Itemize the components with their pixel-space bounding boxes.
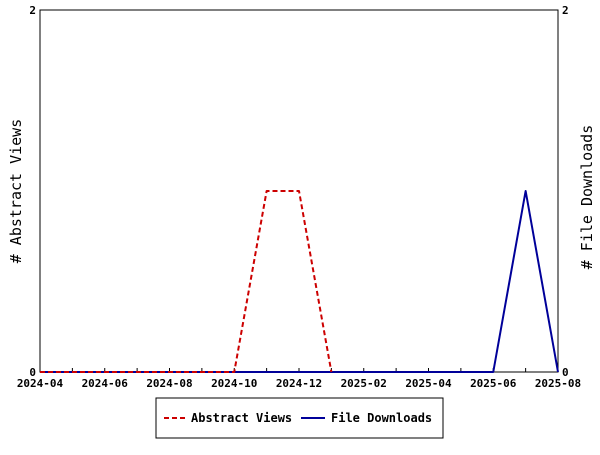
y-right-tick-label: 2 — [562, 4, 569, 17]
y-axis-left-title: # Abstract Views — [7, 119, 25, 264]
x-axis-ticks: 2024-04 2024-06 2024-08 2024-10 2024-12 2025-… — [17, 368, 581, 390]
legend-box — [155, 397, 444, 439]
y-left-tick-label: 2 — [29, 4, 36, 17]
x-tick-label: 2025-04 — [405, 377, 452, 390]
x-tick-label: 2025-06 — [470, 377, 517, 390]
x-tick-label: 2025-08 — [535, 377, 581, 390]
legend-label-file-downloads: File Downloads — [331, 411, 432, 425]
x-tick-label: 2024-10 — [211, 377, 257, 390]
x-tick-label: 2024-08 — [146, 377, 192, 390]
x-tick-label: 2024-12 — [276, 377, 322, 390]
y-left-tick-label: 0 — [29, 366, 36, 379]
y-axis-right-title: # File Downloads — [578, 125, 596, 270]
series-line-file-downloads — [40, 190, 559, 373]
x-tick-label: 2024-06 — [82, 377, 129, 390]
x-tick-label: 2024-04 — [17, 377, 64, 390]
legend: Abstract Views File Downloads — [155, 397, 444, 439]
series-layer — [40, 190, 559, 373]
legend-label-abstract-views: Abstract Views — [191, 411, 292, 425]
x-tick-label: 2025-02 — [341, 377, 387, 390]
y-right-tick-label: 0 — [562, 366, 569, 379]
series-line-abstract-views — [40, 190, 333, 373]
